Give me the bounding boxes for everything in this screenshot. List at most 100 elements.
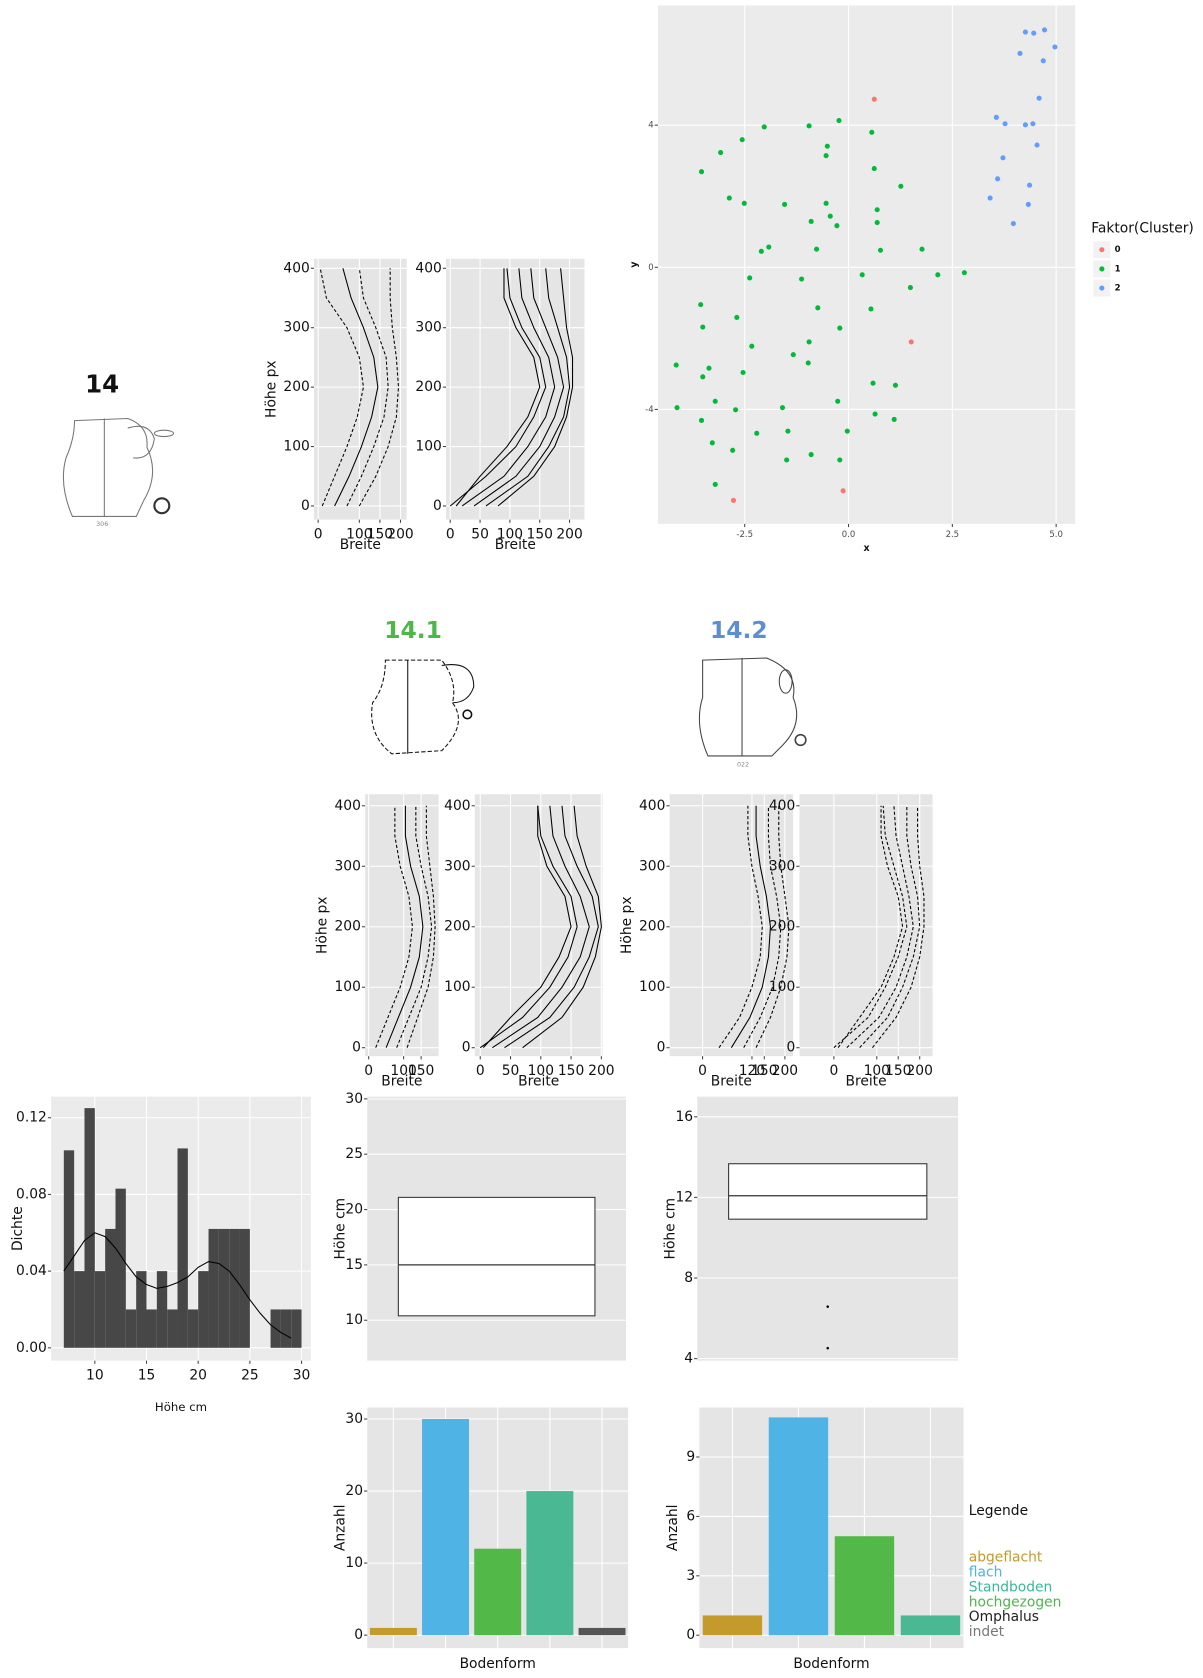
point (730, 447, 736, 453)
y-tick-label: 15 (345, 1257, 363, 1273)
profile-line (479, 805, 578, 1049)
point (1052, 44, 1058, 50)
point (718, 149, 724, 156)
profile-line (837, 805, 904, 1048)
x-tick-label: 2.5 (946, 530, 960, 540)
legend-label: abgeflacht (969, 1550, 1043, 1566)
x-tick-label: 200 (588, 1063, 614, 1079)
y-tick-label: 0.04 (16, 1263, 47, 1279)
point (815, 305, 821, 311)
point (1022, 122, 1028, 128)
x-tick-label: 100 (528, 1063, 554, 1079)
bar (702, 1615, 763, 1636)
point (808, 452, 814, 458)
y-tick-label: 8 (684, 1270, 693, 1286)
point (712, 398, 718, 404)
profile-line (334, 268, 379, 507)
point (874, 207, 880, 213)
legend-title: Legende (969, 1503, 1028, 1519)
point (834, 223, 840, 229)
profile-line (755, 805, 790, 1048)
y-tick-label: 100 (444, 979, 470, 995)
point (1041, 27, 1048, 33)
point (709, 440, 715, 446)
y-tick-label: 4 (684, 1351, 693, 1367)
point (892, 382, 899, 388)
y-tick-label: -4 (645, 405, 653, 415)
point (806, 339, 812, 345)
y-tick-label: 10 (345, 1312, 363, 1328)
profile-line (375, 805, 413, 1048)
legend-label: 0 (1115, 245, 1121, 255)
point (730, 497, 737, 503)
vessel-number: 306 (96, 520, 108, 528)
profile-line (461, 268, 556, 507)
point (741, 200, 747, 206)
point (805, 360, 811, 366)
profile-line (396, 805, 433, 1048)
point (859, 272, 865, 278)
bar (136, 1271, 147, 1348)
y-axis-title: Höhe cm (663, 1198, 679, 1260)
x-tick-label: 200 (387, 527, 413, 543)
plot-background (697, 1096, 959, 1361)
point (813, 246, 820, 252)
legend-label: hochgezogen (969, 1594, 1062, 1610)
vessel-label: 14 (85, 369, 119, 398)
point (908, 339, 914, 345)
point (935, 272, 941, 278)
profile-line (385, 805, 424, 1048)
y-tick-label: 100 (639, 979, 665, 995)
x-tick-label: 150 (527, 527, 553, 543)
point (726, 195, 732, 201)
profile-line (319, 268, 364, 507)
bar (146, 1309, 157, 1348)
vessel-label: 14.2 (710, 616, 768, 644)
point (700, 324, 706, 330)
y-tick-label: 300 (415, 320, 441, 336)
x-axis-title: x (863, 543, 870, 554)
y-axis-title: Höhe px (263, 360, 279, 418)
point (782, 201, 788, 207)
x-tick-label: 200 (907, 1063, 933, 1079)
x-tick-label: 100 (346, 527, 372, 543)
x-tick-label: 150 (408, 1063, 434, 1079)
profile-line (492, 805, 590, 1049)
x-axis-title: Höhe cm (155, 1400, 207, 1414)
x-axis-title: Bodenform (460, 1656, 536, 1672)
bar (187, 1309, 199, 1348)
point (766, 244, 772, 250)
x-tick-label: 200 (772, 1063, 798, 1079)
plot-background (699, 1407, 964, 1649)
y-tick-label: 6 (686, 1508, 695, 1524)
point (758, 248, 764, 254)
y-tick-label: 300 (334, 858, 360, 874)
point (995, 176, 1001, 182)
point (706, 365, 712, 371)
x-tick-label: 100 (864, 1063, 890, 1079)
legend-label: indet (969, 1624, 1005, 1640)
y-tick-label: 30 (345, 1091, 363, 1107)
point (698, 417, 705, 424)
point (712, 481, 718, 487)
x-tick-label: 50 (502, 1063, 520, 1079)
x-axis-title: Breite (845, 1074, 886, 1090)
bar (74, 1271, 85, 1348)
legend-title: Faktor(Cluster) (1091, 220, 1194, 236)
vessel-label: 14.1 (384, 616, 442, 644)
point (808, 218, 814, 225)
y-tick-label: 0 (352, 1040, 361, 1056)
profile-line (730, 805, 771, 1048)
point (987, 195, 993, 201)
y-tick-label: 200 (415, 379, 441, 395)
legend-label: 1 (1115, 264, 1121, 274)
profile-line (346, 268, 389, 507)
x-tick-label: 0 (476, 1063, 485, 1079)
y-tick-label: 400 (415, 260, 441, 276)
point (836, 117, 842, 124)
y-tick-label: 25 (345, 1146, 363, 1162)
point (733, 407, 739, 413)
point (1025, 201, 1031, 207)
vessel-drawing (371, 659, 475, 755)
y-tick-label: 400 (639, 798, 665, 814)
